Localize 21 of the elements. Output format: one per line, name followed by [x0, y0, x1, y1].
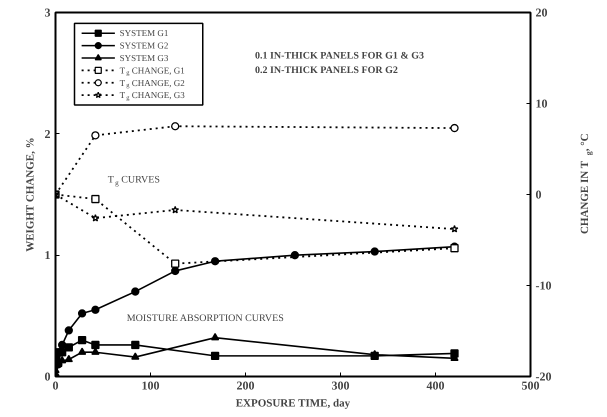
legend-label: SYSTEM G3 — [120, 53, 169, 63]
x-tick-label: 200 — [236, 378, 254, 392]
annotation: MOISTURE ABSORPTION CURVES — [126, 312, 284, 324]
y2-tick-label: 20 — [536, 6, 548, 20]
annotation: 0.2 IN-THICK PANELS FOR G2 — [255, 65, 398, 76]
x-axis-title: EXPOSURE TIME, day — [236, 398, 351, 410]
legend-label: SYSTEM G2 — [120, 40, 168, 51]
y-axis-title: WEIGHT CHANGE, % — [24, 137, 36, 252]
y-tick-label: 3 — [44, 6, 50, 20]
y2-tick-label: 0 — [536, 188, 542, 202]
y-tick-label: 1 — [44, 248, 50, 262]
y-tick-label: 2 — [44, 126, 50, 141]
y2-tick-label: 10 — [536, 96, 548, 110]
y2-tick-label: -10 — [536, 278, 552, 292]
x-tick-label: 100 — [142, 378, 160, 392]
x-tick-label: 400 — [426, 378, 444, 392]
y-tick-label: 0 — [44, 370, 50, 384]
annotation: 0.1 IN-THICK PANELS FOR G1 & G3 — [255, 50, 424, 62]
x-tick-label: 500 — [522, 378, 540, 392]
x-tick-label: 300 — [332, 378, 350, 392]
legend-label: SYSTEM G1 — [120, 28, 168, 38]
